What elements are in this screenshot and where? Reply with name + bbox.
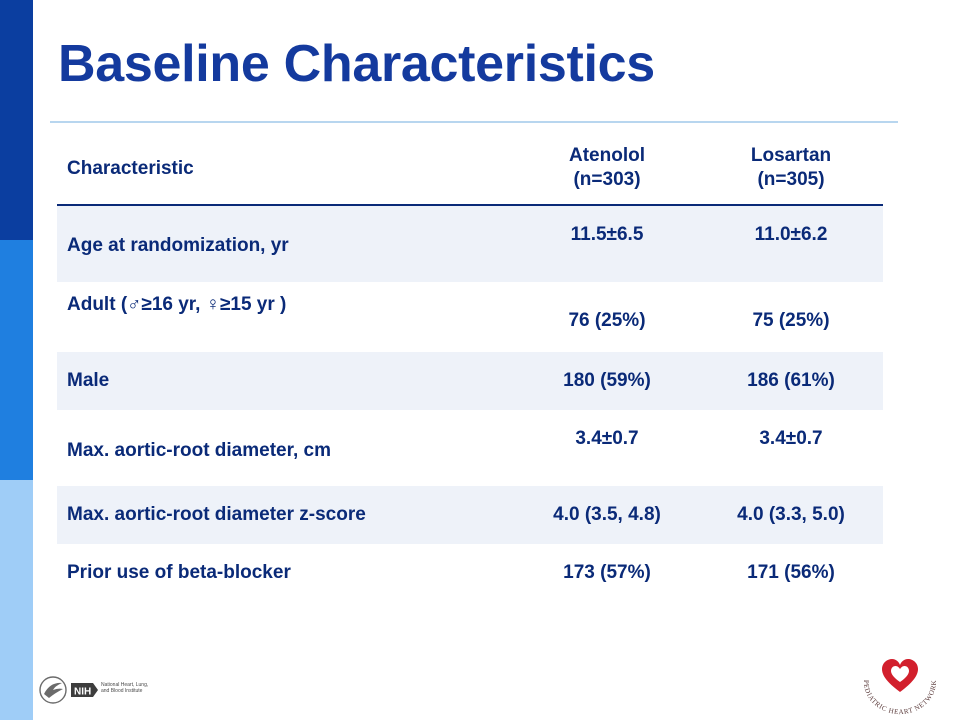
title-divider	[50, 121, 898, 123]
losartan-value: 75 (25%)	[752, 310, 830, 331]
losartan-value: 186 (61%)	[699, 352, 883, 410]
side-bar-bottom	[0, 480, 33, 720]
header-losartan-name: Losartan	[750, 145, 832, 166]
table-row: Age at randomization, yr 11.5±6.5 11.0±6…	[57, 205, 883, 282]
svg-text:National Heart, Lung,: National Heart, Lung,	[101, 682, 148, 688]
table-row: Adult (♂≥16 yr, ♀≥15 yr ) 76 (25%) 75 (2…	[57, 282, 883, 352]
header-atenolol-n: (n=303)	[573, 169, 641, 190]
row-label: Prior use of beta-blocker	[67, 562, 291, 583]
losartan-value: 171 (56%)	[747, 562, 835, 583]
row-label: Age at randomization, yr	[57, 205, 515, 282]
header-characteristic: Characteristic	[57, 132, 515, 206]
table-header-row: Characteristic Atenolol (n=303) Losartan…	[57, 132, 883, 206]
row-label: Adult (♂≥16 yr, ♀≥15 yr )	[67, 294, 287, 315]
atenolol-value: 180 (59%)	[515, 352, 699, 410]
atenolol-value: 4.0 (3.5, 4.8)	[515, 486, 699, 544]
row-label: Male	[57, 352, 515, 410]
table-row: Max. aortic-root diameter, cm 3.4±0.7 3.…	[57, 410, 883, 486]
slide-title: Baseline Characteristics	[58, 35, 655, 93]
svg-text:and Blood Institute: and Blood Institute	[101, 688, 143, 694]
header-losartan: Losartan (n=305)	[699, 132, 883, 206]
nhlbi-text: National Heart, Lung, and Blood Institut…	[101, 682, 148, 694]
table-row: Max. aortic-root diameter z-score 4.0 (3…	[57, 486, 883, 544]
side-bar-top	[0, 0, 33, 240]
losartan-value: 11.0±6.2	[699, 205, 883, 282]
row-label: Max. aortic-root diameter, cm	[67, 440, 331, 461]
row-label: Max. aortic-root diameter z-score	[57, 486, 515, 544]
header-losartan-n: (n=305)	[757, 169, 825, 190]
side-bar-middle	[0, 240, 33, 480]
hhs-nih-logo: NIH National Heart, Lung, and Blood Inst…	[39, 676, 148, 704]
table-row: Male 180 (59%) 186 (61%)	[57, 352, 883, 410]
atenolol-value: 3.4±0.7	[575, 428, 639, 449]
pediatric-heart-network-logo: PEDIATRIC HEART NETWORK	[862, 659, 937, 716]
losartan-value: 4.0 (3.3, 5.0)	[699, 486, 883, 544]
header-atenolol-name: Atenolol	[569, 145, 645, 166]
atenolol-value: 76 (25%)	[568, 310, 646, 331]
nih-mark: NIH	[71, 683, 98, 698]
svg-text:NIH: NIH	[74, 687, 91, 698]
losartan-value: 3.4±0.7	[759, 428, 823, 449]
atenolol-value: 11.5±6.5	[515, 205, 699, 282]
baseline-table: Characteristic Atenolol (n=303) Losartan…	[57, 132, 883, 602]
hhs-eagle-icon	[39, 676, 67, 704]
atenolol-value: 173 (57%)	[563, 562, 651, 583]
table-row: Prior use of beta-blocker 173 (57%) 171 …	[57, 544, 883, 602]
header-atenolol: Atenolol (n=303)	[515, 132, 699, 206]
heart-icon	[882, 659, 918, 692]
